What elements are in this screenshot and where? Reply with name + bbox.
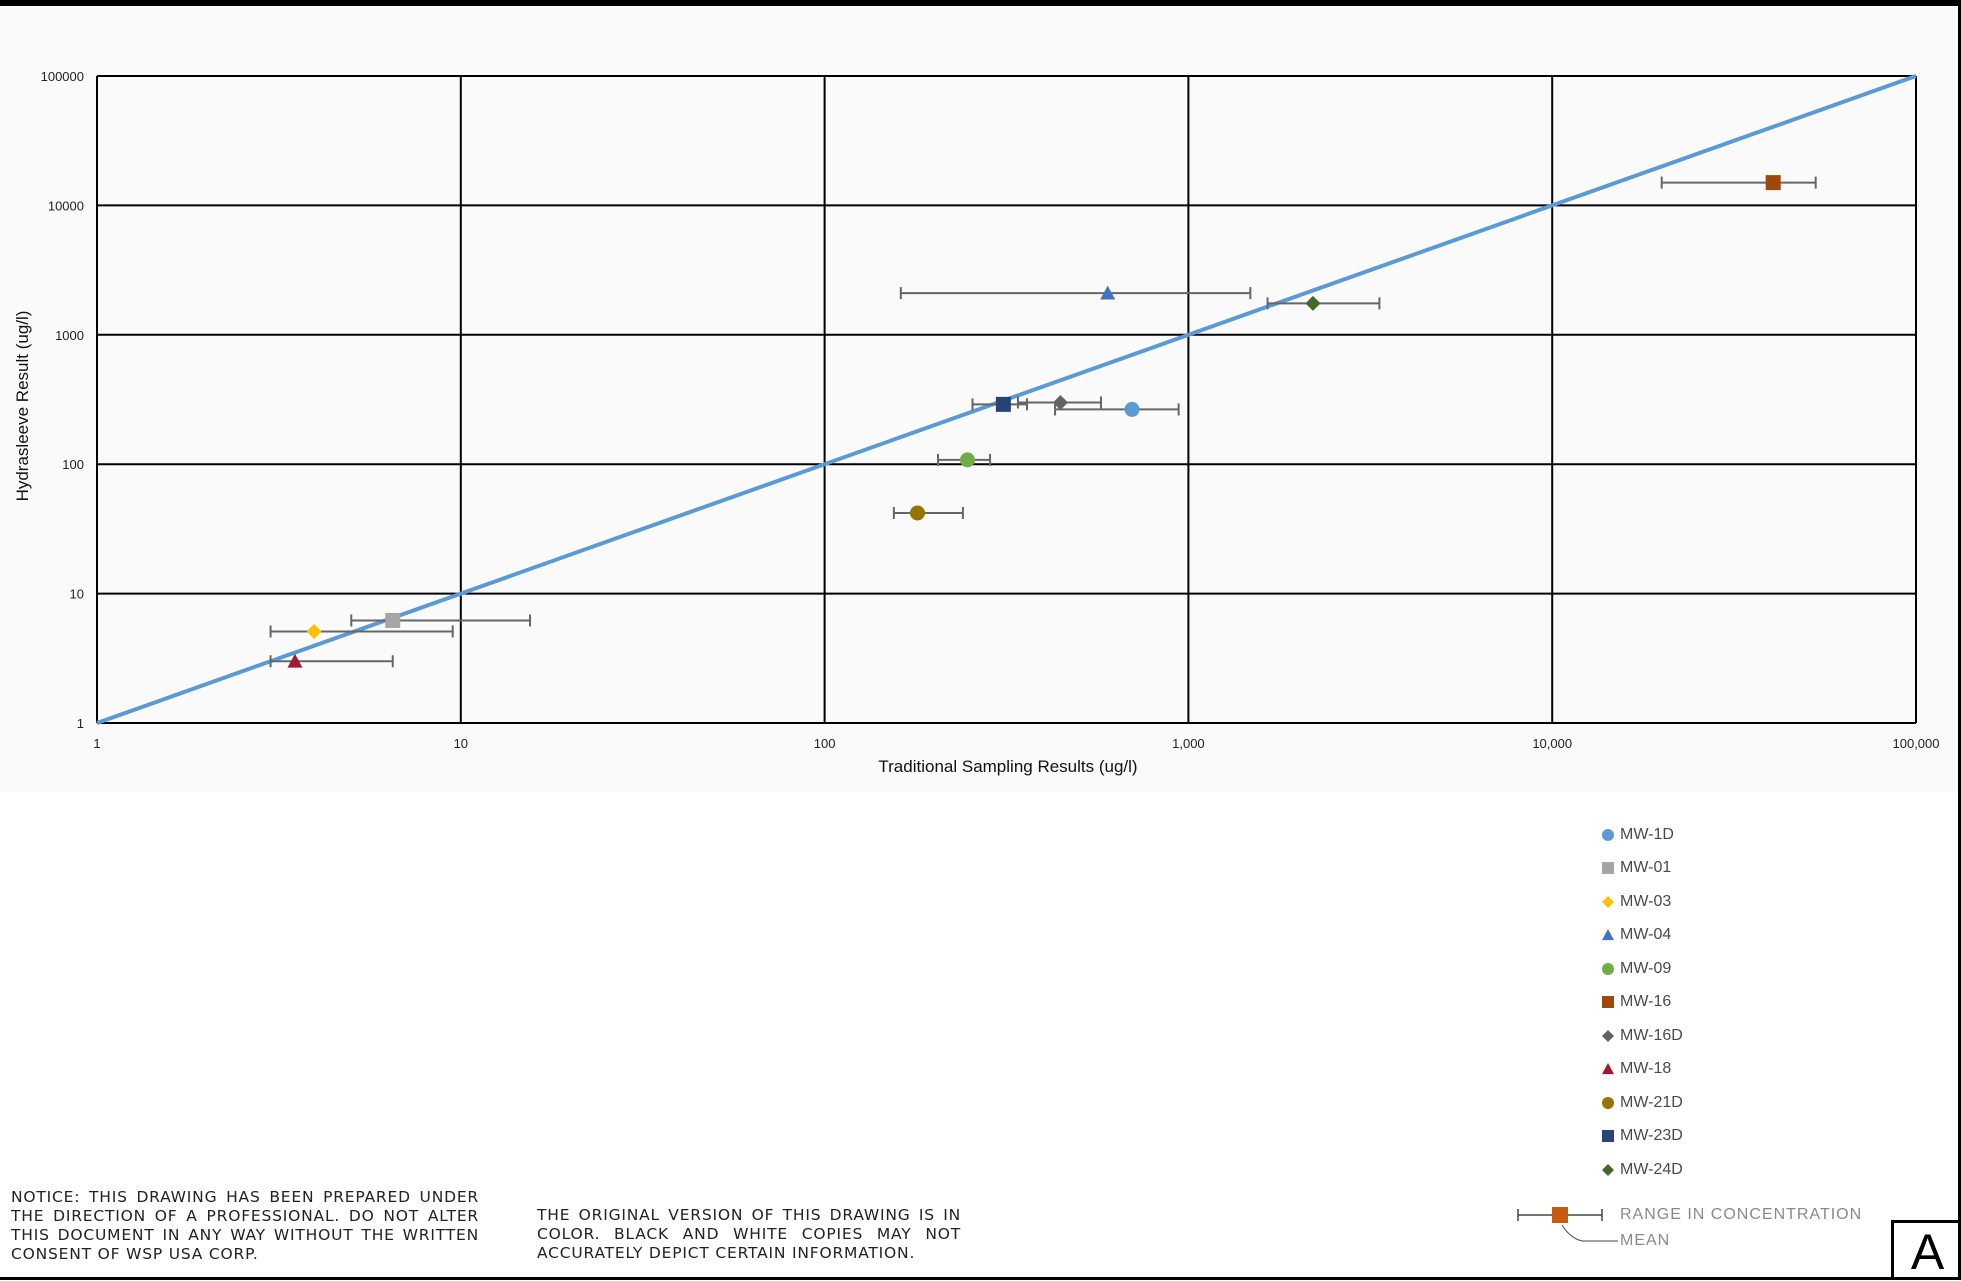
legend-label: MW-01 (1620, 859, 1672, 877)
key-mean-label: MEAN (1620, 1232, 1671, 1249)
legend-item: MW-21D (1600, 1086, 1860, 1120)
legend-marker (1602, 1063, 1614, 1075)
legend-item: MW-18 (1600, 1053, 1860, 1087)
legend-label: MW-16 (1620, 993, 1672, 1011)
legend-marker (1602, 1163, 1614, 1176)
series-mw-16 (1660, 175, 1817, 191)
series-mw-21d (892, 505, 964, 521)
legend-marker (1602, 895, 1614, 908)
key-range-label: RANGE IN CONCENTRATION (1620, 1206, 1863, 1223)
legend-label: MW-1D (1620, 825, 1674, 843)
legend-item: MW-23D (1600, 1120, 1860, 1154)
chart-background (0, 8, 1956, 792)
legend-label: MW-23D (1620, 1127, 1683, 1145)
key-mean-leader (1561, 1224, 1618, 1242)
x-tick-label: 1 (93, 736, 100, 751)
y-tick-label: 10 (70, 587, 84, 602)
y-tick-label: 100000 (41, 69, 84, 84)
data-point (1765, 175, 1781, 191)
legend-marker-shape (1602, 996, 1614, 1009)
series-mw-16d (1016, 394, 1102, 410)
sheet-letter: A (1891, 1220, 1961, 1280)
legend-item: MW-01 (1600, 852, 1860, 886)
data-point (385, 612, 401, 628)
x-tick-label: 100,000 (1893, 736, 1940, 751)
series-mw-04 (899, 285, 1252, 300)
series-mw-18 (269, 653, 394, 668)
legend-label: MW-21D (1620, 1093, 1683, 1111)
legend-label: MW-24D (1620, 1160, 1683, 1178)
legend-marker (1602, 996, 1614, 1009)
legend-item: MW-03 (1600, 885, 1860, 919)
legend: MW-1D MW-01 MW-03 MW-04 MW-09 MW-16 MW-16D MW-1… (1600, 818, 1860, 1187)
legend-item: MW-16 (1600, 986, 1860, 1020)
x-tick-label: 1,000 (1172, 736, 1205, 751)
legend-marker (1602, 929, 1614, 941)
data-point (287, 653, 303, 668)
data-point (995, 396, 1011, 412)
legend-marker-shape (1602, 929, 1614, 941)
legend-marker (1602, 1130, 1614, 1143)
legend-marker (1602, 828, 1614, 841)
legend-marker-shape (1602, 1163, 1614, 1176)
y-tick-label: 10000 (48, 198, 84, 213)
series-mw-1d (1054, 401, 1180, 417)
data-point (1124, 401, 1140, 417)
legend-marker-shape (1602, 962, 1614, 975)
key-symbol (1517, 1207, 1618, 1242)
legend-label: MW-16D (1620, 1026, 1683, 1044)
series-mw-09 (937, 452, 992, 468)
legend-item: MW-24D (1600, 1153, 1860, 1187)
data-point (1052, 394, 1068, 410)
professional-notice: NOTICE: THIS DRAWING HAS BEEN PREPARED U… (11, 1188, 479, 1263)
data-point (306, 623, 322, 639)
series-mw-23d (971, 396, 1028, 412)
legend-label: MW-03 (1620, 892, 1672, 910)
legend-marker-shape (1602, 895, 1614, 908)
legend-label: MW-18 (1620, 1060, 1672, 1078)
y-tick-label: 1000 (55, 328, 84, 343)
y-tick-label: 1 (77, 716, 84, 731)
data-points (269, 175, 1817, 668)
series-mw-01 (350, 612, 532, 628)
legend-marker (1602, 862, 1614, 875)
legend-item: MW-16D (1600, 1019, 1860, 1053)
y-axis-label: Hydrasleeve Result (ug/l) (13, 311, 32, 502)
legend-marker-shape (1602, 1130, 1614, 1143)
x-tick-label: 100 (814, 736, 836, 751)
data-point (959, 452, 975, 468)
legend-label: MW-04 (1620, 926, 1672, 944)
error-bar-key: RANGE IN CONCENTRATION MEAN (1510, 1198, 1870, 1258)
legend-item: MW-04 (1600, 919, 1860, 953)
x-tick-label: 10,000 (1532, 736, 1572, 751)
key-mean-marker (1552, 1207, 1568, 1223)
color-notice: THE ORIGINAL VERSION OF THIS DRAWING IS … (537, 1206, 961, 1262)
legend-item: MW-1D (1600, 818, 1860, 852)
x-axis-label: Traditional Sampling Results (ug/l) (878, 757, 1137, 776)
legend-marker (1602, 962, 1614, 975)
grid (96, 75, 1917, 724)
x-tick-label: 10 (454, 736, 468, 751)
y-tick-label: 100 (62, 457, 84, 472)
legend-marker (1602, 1096, 1614, 1109)
data-point (1100, 285, 1116, 300)
legend-marker (1602, 1029, 1614, 1042)
data-point (909, 505, 925, 521)
legend-marker-shape (1602, 828, 1614, 841)
legend-label: MW-09 (1620, 959, 1672, 977)
legend-marker-shape (1602, 1029, 1614, 1042)
tick-labels: 1 10 100 1,000 10,000 100,000 1 10 100 1000 10000 1… (41, 69, 1940, 751)
legend-marker-shape (1602, 1063, 1614, 1075)
legend-marker-shape (1602, 1096, 1614, 1109)
data-point (1305, 295, 1321, 311)
series-mw-24d (1266, 295, 1381, 311)
legend-marker-shape (1602, 862, 1614, 875)
series-mw-03 (269, 623, 454, 639)
legend-item: MW-09 (1600, 952, 1860, 986)
